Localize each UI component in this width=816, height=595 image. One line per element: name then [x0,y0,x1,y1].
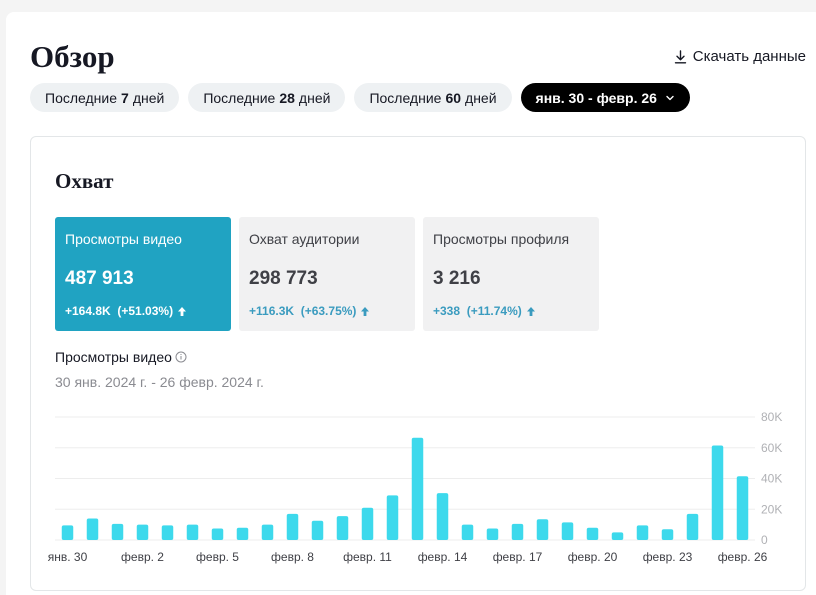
arrow-up-icon [178,306,187,316]
filter-last-28-days[interactable]: Последние 28 дней [188,83,346,112]
chart-bar[interactable] [736,476,749,540]
chart-bar[interactable] [711,445,724,540]
x-tick-label: февр. 17 [493,550,543,564]
metric-label: Охват аудитории [249,231,360,247]
filter-prefix: Последние [369,89,442,106]
chart-bar[interactable] [236,527,249,540]
chart-title: Просмотры видео [55,349,187,365]
y-tick-label: 80K [761,410,782,424]
x-tick-label: февр. 20 [568,550,618,564]
metric-delta: +338 (+11.74%) [433,304,536,318]
y-tick-label: 40K [761,472,782,486]
filter-last-60-days[interactable]: Последние 60 дней [354,83,512,112]
page-title: Обзор [30,39,115,74]
metric-tiles: Просмотры видео 487 913 +164.8K (+51.03%… [55,217,599,331]
chart-bar[interactable] [536,519,549,540]
chart-bar[interactable] [111,523,124,540]
filter-last-7-days[interactable]: Последние 7 дней [30,83,180,112]
x-tick-label: февр. 11 [343,550,392,564]
metric-delta: +164.8K (+51.03%) [65,304,187,318]
chart-title-text: Просмотры видео [55,349,172,365]
chart-bar[interactable] [61,525,74,540]
chart-bar[interactable] [311,520,324,540]
metric-delta: +116.3K (+63.75%) [249,304,370,318]
x-tick-label: янв. 30 [48,550,88,564]
chart-bar[interactable] [661,529,674,540]
chart-bar[interactable] [586,527,599,540]
chart-bar[interactable] [86,518,99,540]
y-tick-label: 60K [761,441,782,455]
metric-profile-views[interactable]: Просмотры профиля 3 216 +338 (+11.74%) [423,217,599,331]
chart-bar[interactable] [461,524,474,540]
download-data-button[interactable]: Скачать данные [674,48,806,65]
chart-bar[interactable] [611,532,624,540]
filter-prefix: Последние [45,89,118,106]
filter-suffix: дней [132,89,165,106]
x-tick-label: февр. 26 [718,550,768,564]
x-tick-label: февр. 8 [271,550,314,564]
chart-bar[interactable] [411,437,424,540]
reach-card: Охват Просмотры видео 487 913 +164.8K (+… [30,136,806,591]
metric-audience-reach[interactable]: Охват аудитории 298 773 +116.3K (+63.75%… [239,217,415,331]
metric-delta-text: +116.3K (+63.75%) [249,304,357,318]
chart-bar[interactable] [561,522,574,540]
filter-number: 28 [279,89,295,106]
chart-date-range: 30 янв. 2024 г. - 26 февр. 2024 г. [55,374,264,390]
info-icon[interactable] [175,351,187,363]
metric-video-views[interactable]: Просмотры видео 487 913 +164.8K (+51.03%… [55,217,231,331]
metric-value: 3 216 [433,268,481,289]
metric-label: Просмотры видео [65,231,182,247]
y-tick-label: 0 [761,533,768,547]
chart-bar[interactable] [386,495,399,540]
chart-bar[interactable] [636,525,649,540]
metric-label: Просмотры профиля [433,231,570,247]
chart-bar[interactable] [361,507,374,540]
filter-custom-date-range[interactable]: янв. 30 - февр. 26 [520,83,690,112]
download-data-label: Скачать данные [692,48,806,65]
arrow-up-icon [526,306,535,316]
download-icon [674,49,686,63]
video-views-bar-chart: 0 20K 40K 60K 80K янв. 30 февр. 2 февр. 5 февр. … [48,410,783,564]
x-tick-label: февр. 14 [418,550,468,564]
chart-bar[interactable] [161,525,174,540]
chart-bar[interactable] [486,528,499,540]
metric-delta-text: +338 (+11.74%) [433,304,522,318]
y-tick-label: 20K [761,502,782,516]
chart-bar[interactable] [136,524,149,540]
chart-bar[interactable] [686,513,699,540]
metric-delta-text: +164.8K (+51.03%) [65,304,174,318]
chart-bar[interactable] [261,524,274,540]
metric-value: 487 913 [65,268,134,289]
filter-date-range-label: янв. 30 - февр. 26 [535,89,657,106]
filter-prefix: Последние [203,89,276,106]
chart-bar[interactable] [186,524,199,540]
date-filter-pills: Последние 7 дней Последние 28 дней После… [30,83,690,112]
x-tick-label: февр. 23 [643,550,693,564]
chart-bar[interactable] [336,516,349,540]
reach-title: Охват [55,169,114,193]
filter-number: 60 [445,89,462,106]
chart-bar[interactable] [211,528,224,540]
filter-suffix: дней [298,89,331,106]
arrow-up-icon [361,306,370,316]
overview-page: Обзор Скачать данные Последние 7 дней По… [6,12,816,595]
filter-number: 7 [121,89,129,106]
chart-bar[interactable] [511,523,524,540]
chart-bar[interactable] [286,513,299,540]
chevron-down-icon [666,95,674,100]
x-tick-label: февр. 5 [196,550,239,564]
chart-bar[interactable] [436,493,449,540]
filter-suffix: дней [465,89,497,106]
metric-value: 298 773 [249,268,318,289]
x-tick-label: февр. 2 [121,550,164,564]
